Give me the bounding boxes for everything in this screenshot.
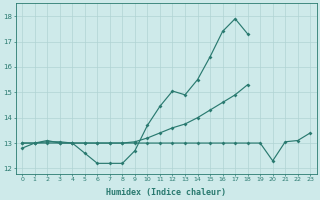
X-axis label: Humidex (Indice chaleur): Humidex (Indice chaleur) bbox=[106, 188, 226, 197]
